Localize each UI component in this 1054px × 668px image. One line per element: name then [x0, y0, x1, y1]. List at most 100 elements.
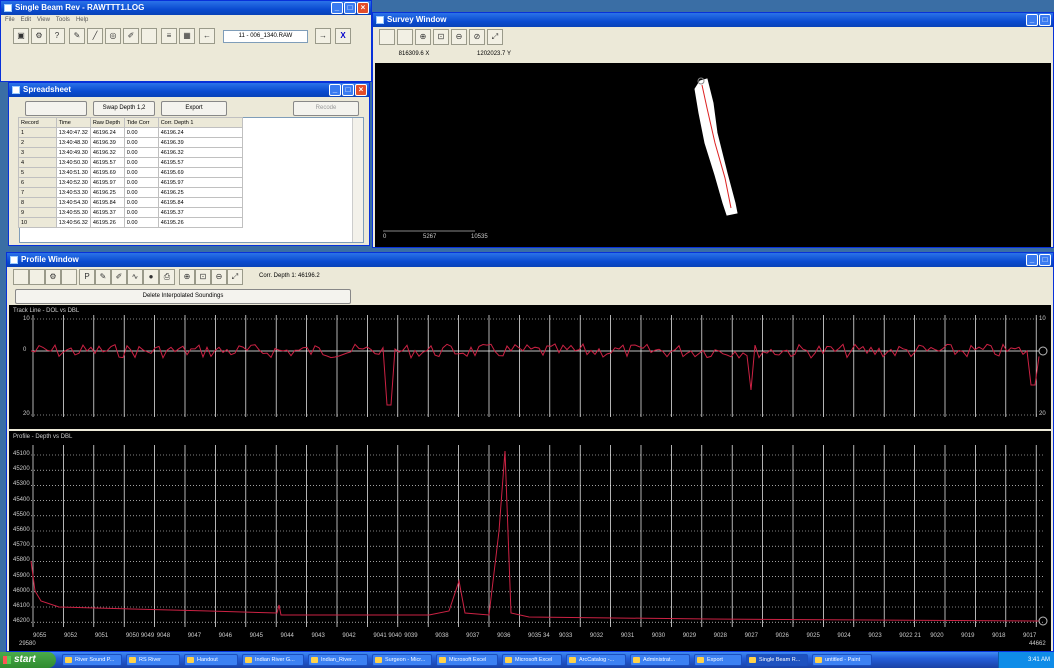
table-cell[interactable]: 46196.39 — [157, 137, 244, 148]
arrow-right-button[interactable]: → — [315, 28, 331, 44]
table-cell[interactable]: 46196.32 — [89, 147, 125, 158]
table-cell[interactable]: 13:40:56.32 — [55, 217, 91, 228]
blank-icon[interactable] — [141, 28, 157, 44]
menu-tools[interactable]: Tools — [55, 17, 70, 23]
table-row[interactable]: 4 13:40:50.30 46195.57 0.00 46195.57 — [18, 157, 244, 168]
table-cell[interactable]: 46196.32 — [157, 147, 244, 158]
table-cell[interactable]: 13:40:49.30 — [55, 147, 91, 158]
help-icon[interactable]: ? — [49, 28, 65, 44]
taskbar-item[interactable]: RS River — [126, 654, 180, 666]
table-cell[interactable]: 13:40:51.30 — [55, 167, 91, 178]
table-cell[interactable]: 3 — [18, 147, 57, 158]
table-cell[interactable]: 2 — [18, 137, 57, 148]
table-cell[interactable]: 46195.97 — [89, 177, 125, 188]
table-cell[interactable]: 0.00 — [123, 127, 159, 138]
table-cell[interactable]: 10 — [18, 217, 57, 228]
table-row[interactable]: 7 13:40:53.30 46196.25 0.00 46196.25 — [18, 187, 244, 198]
maximize-button[interactable]: □ — [1039, 14, 1051, 26]
close-button[interactable]: × — [355, 84, 367, 96]
table-cell[interactable]: 0.00 — [123, 207, 159, 218]
menu-file[interactable]: File — [5, 17, 15, 23]
table-cell[interactable]: 46195.84 — [89, 197, 125, 208]
table-row[interactable]: 5 13:40:51.30 46195.69 0.00 46195.69 — [18, 167, 244, 178]
menu-edit[interactable]: Edit — [20, 17, 32, 23]
col-record[interactable]: Record — [18, 117, 57, 128]
table-cell[interactable]: 46195.26 — [157, 217, 244, 228]
maximize-button[interactable]: □ — [344, 2, 356, 14]
table-cell[interactable]: 46196.25 — [89, 187, 125, 198]
table-cell[interactable]: 13:40:52.30 — [55, 177, 91, 188]
table-cell[interactable]: 46195.84 — [157, 197, 244, 208]
table-cell[interactable]: 46196.25 — [157, 187, 244, 198]
zoom-prev-icon[interactable]: ⊘ — [469, 29, 485, 45]
track-line-plot[interactable]: Track Line - DOL vs DBL 10 0 20 10 20 — [9, 305, 1051, 429]
taskbar-item[interactable]: Single Beam R... — [746, 654, 808, 666]
table-cell[interactable]: 46196.39 — [89, 137, 125, 148]
pencil-icon[interactable]: ✎ — [95, 269, 111, 285]
table-row[interactable]: 2 13:40:48.30 46196.39 0.00 46196.39 — [18, 137, 244, 148]
zoom-in-icon[interactable]: ⊕ — [415, 29, 431, 45]
menu-view[interactable]: View — [37, 17, 50, 23]
taskbar-item[interactable]: Export — [694, 654, 742, 666]
start-button[interactable]: start — [0, 652, 56, 668]
zoom-in-icon[interactable]: ⊕ — [179, 269, 195, 285]
table-cell[interactable]: 0.00 — [123, 157, 159, 168]
export-button[interactable]: Export — [161, 101, 227, 116]
taskbar-item[interactable]: untitled - Paint — [812, 654, 872, 666]
table-cell[interactable]: 8 — [18, 197, 57, 208]
col-corr-depth[interactable]: Corr. Depth 1 — [157, 117, 244, 128]
binoculars-icon[interactable]: ◎ — [105, 28, 121, 44]
chart-icon[interactable]: ╱ — [87, 28, 103, 44]
pan-icon[interactable] — [397, 29, 413, 45]
spreadsheet-scrollbar[interactable] — [352, 118, 363, 242]
table-cell[interactable]: 46195.69 — [89, 167, 125, 178]
zoom-window-icon[interactable]: ⊡ — [195, 269, 211, 285]
table-cell[interactable]: 13:40:47.32 — [55, 127, 91, 138]
table-cell[interactable]: 4 — [18, 157, 57, 168]
table-cell[interactable]: 0.00 — [123, 177, 159, 188]
table-cell[interactable]: 13:40:48.30 — [55, 137, 91, 148]
taskbar-item[interactable]: Indian_River... — [308, 654, 368, 666]
table-row[interactable]: 8 13:40:54.30 46195.84 0.00 46195.84 — [18, 197, 244, 208]
table-cell[interactable]: 0.00 — [123, 147, 159, 158]
spreadsheet-left-button[interactable] — [25, 101, 87, 116]
table-cell[interactable]: 1 — [18, 127, 57, 138]
table-cell[interactable]: 46195.69 — [157, 167, 244, 178]
print-icon[interactable]: ⎙ — [159, 269, 175, 285]
filename-field[interactable]: 11 - 006_1340.RAW — [223, 30, 308, 43]
delete-interpolated-button[interactable]: Delete Interpolated Soundings — [15, 289, 351, 304]
taskbar-item[interactable]: Administrat... — [630, 654, 690, 666]
table-cell[interactable]: 9 — [18, 207, 57, 218]
survey-titlebar[interactable]: Survey Window _ □ — [373, 13, 1053, 27]
taskbar-item[interactable]: Handout — [184, 654, 238, 666]
grid-icon[interactable]: ▦ — [179, 28, 195, 44]
wave-icon[interactable]: ∿ — [127, 269, 143, 285]
table-cell[interactable]: 6 — [18, 177, 57, 188]
table-cell[interactable]: 13:40:50.30 — [55, 157, 91, 168]
table-row[interactable]: 3 13:40:49.30 46196.32 0.00 46196.32 — [18, 147, 244, 158]
zoom-window-icon[interactable]: ⊡ — [433, 29, 449, 45]
table-row[interactable]: 6 13:40:52.30 46195.97 0.00 46195.97 — [18, 177, 244, 188]
taskbar-item[interactable]: ArcCatalog -... — [566, 654, 626, 666]
select-icon[interactable] — [13, 269, 29, 285]
close-button[interactable]: × — [357, 2, 369, 14]
table-row[interactable]: 1 13:40:47.32 46196.24 0.00 46196.24 — [18, 127, 244, 138]
maximize-button[interactable]: □ — [342, 84, 354, 96]
zoom-out-icon[interactable]: ⊖ — [211, 269, 227, 285]
table-row[interactable]: 9 13:40:55.30 46195.37 0.00 46195.37 — [18, 207, 244, 218]
edit-icon[interactable]: ✎ — [69, 28, 85, 44]
survey-map[interactable]: 0 5267 10535 — [375, 63, 1051, 247]
gear-icon[interactable]: ⚙ — [31, 28, 47, 44]
minimize-button[interactable]: _ — [331, 2, 343, 14]
table-cell[interactable]: 13:40:53.30 — [55, 187, 91, 198]
pen-icon[interactable]: ✐ — [123, 28, 139, 44]
maximize-button[interactable]: □ — [1039, 254, 1051, 266]
depth-profile-plot[interactable]: Profile - Depth vs DBL 45100 45200 45300 45… — [9, 431, 1051, 651]
table-cell[interactable]: 0.00 — [123, 197, 159, 208]
table-cell[interactable]: 13:40:55.30 — [55, 207, 91, 218]
taskbar-item[interactable]: River Sound P... — [62, 654, 122, 666]
table-cell[interactable]: 7 — [18, 187, 57, 198]
list-icon[interactable] — [61, 269, 77, 285]
table-cell[interactable]: 0.00 — [123, 187, 159, 198]
table-cell[interactable]: 5 — [18, 167, 57, 178]
